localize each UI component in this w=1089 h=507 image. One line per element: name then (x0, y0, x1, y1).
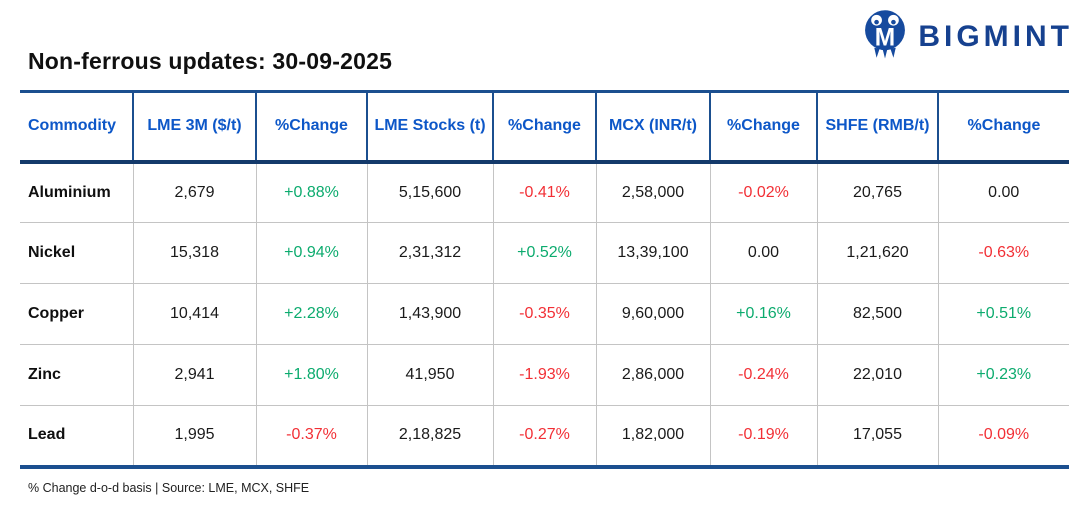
mcx-change-cell: -0.19% (710, 405, 818, 467)
lme-stocks-change-cell: -0.41% (493, 161, 597, 223)
lme-stocks-change-cell: -0.35% (493, 283, 597, 345)
shfe-cell: 17,055 (817, 405, 939, 467)
brand-name: BIGMINT (918, 19, 1073, 53)
commodity-cell: Aluminium (20, 161, 134, 223)
commodity-cell: Zinc (20, 344, 134, 406)
table-row-lead: Lead 1,995 -0.37% 2,18,825 -0.27% 1,82,0… (20, 405, 1069, 467)
brand-logo: M BIGMINT (862, 8, 1073, 65)
lme-stocks-change-cell: +0.52% (493, 222, 597, 284)
source-footnote: % Change d-o-d basis | Source: LME, MCX,… (28, 481, 310, 495)
column-header-shfe: SHFE (RMB/t) (817, 91, 939, 164)
table-row-aluminium: Aluminium 2,679 +0.88% 5,15,600 -0.41% 2… (20, 161, 1069, 223)
shfe-cell: 22,010 (817, 344, 939, 406)
shfe-cell: 20,765 (817, 161, 939, 223)
shfe-cell: 82,500 (817, 283, 939, 345)
lme-stocks-cell: 41,950 (367, 344, 494, 406)
commodity-cell: Nickel (20, 222, 134, 284)
table-row-zinc: Zinc 2,941 +1.80% 41,950 -1.93% 2,86,000… (20, 344, 1069, 406)
column-header-lme-stocks-change: %Change (493, 91, 597, 164)
header-row: Commodity LME 3M ($/t) %Change LME Stock… (20, 91, 1069, 164)
mcx-cell: 2,58,000 (596, 161, 711, 223)
column-header-lme-stocks: LME Stocks (t) (367, 91, 494, 164)
mcx-cell: 9,60,000 (596, 283, 711, 345)
lme-3m-change-cell: +0.94% (256, 222, 368, 284)
mcx-cell: 1,82,000 (596, 405, 711, 467)
lme-3m-change-cell: +1.80% (256, 344, 368, 406)
shfe-change-cell: +0.51% (938, 283, 1069, 345)
mcx-change-cell: -0.24% (710, 344, 818, 406)
mcx-change-cell: 0.00 (710, 222, 818, 284)
shfe-change-cell: 0.00 (938, 161, 1069, 223)
mcx-cell: 2,86,000 (596, 344, 711, 406)
column-header-lme-3m: LME 3M ($/t) (133, 91, 257, 164)
shfe-change-cell: -0.09% (938, 405, 1069, 467)
lme-3m-cell: 10,414 (133, 283, 257, 345)
lme-3m-cell: 2,679 (133, 161, 257, 223)
shfe-cell: 1,21,620 (817, 222, 939, 284)
commodity-cell: Lead (20, 405, 134, 467)
bigmint-logo-icon: M (862, 8, 908, 65)
lme-3m-cell: 2,941 (133, 344, 257, 406)
shfe-change-cell: +0.23% (938, 344, 1069, 406)
lme-stocks-cell: 2,31,312 (367, 222, 494, 284)
svg-text:M: M (875, 25, 895, 52)
lme-stocks-cell: 5,15,600 (367, 161, 494, 223)
column-header-shfe-change: %Change (938, 91, 1069, 164)
lme-stocks-change-cell: -0.27% (493, 405, 597, 467)
lme-stocks-change-cell: -1.93% (493, 344, 597, 406)
lme-stocks-cell: 2,18,825 (367, 405, 494, 467)
lme-3m-change-cell: -0.37% (256, 405, 368, 467)
shfe-change-cell: -0.63% (938, 222, 1069, 284)
mcx-cell: 13,39,100 (596, 222, 711, 284)
table-container: Commodity LME 3M ($/t) %Change LME Stock… (20, 90, 1069, 469)
commodity-table: Commodity LME 3M ($/t) %Change LME Stock… (20, 90, 1069, 469)
lme-3m-change-cell: +2.28% (256, 283, 368, 345)
mcx-change-cell: +0.16% (710, 283, 818, 345)
lme-3m-cell: 15,318 (133, 222, 257, 284)
column-header-mcx-change: %Change (710, 91, 818, 164)
column-header-commodity: Commodity (20, 91, 134, 164)
column-header-mcx: MCX (INR/t) (596, 91, 711, 164)
commodity-cell: Copper (20, 283, 134, 345)
table-row-nickel: Nickel 15,318 +0.94% 2,31,312 +0.52% 13,… (20, 222, 1069, 284)
table-row-copper: Copper 10,414 +2.28% 1,43,900 -0.35% 9,6… (20, 283, 1069, 345)
column-header-lme-3m-change: %Change (256, 91, 368, 164)
page-title: Non-ferrous updates: 30-09-2025 (28, 48, 393, 74)
mcx-change-cell: -0.02% (710, 161, 818, 223)
lme-3m-change-cell: +0.88% (256, 161, 368, 223)
lme-stocks-cell: 1,43,900 (367, 283, 494, 345)
lme-3m-cell: 1,995 (133, 405, 257, 467)
